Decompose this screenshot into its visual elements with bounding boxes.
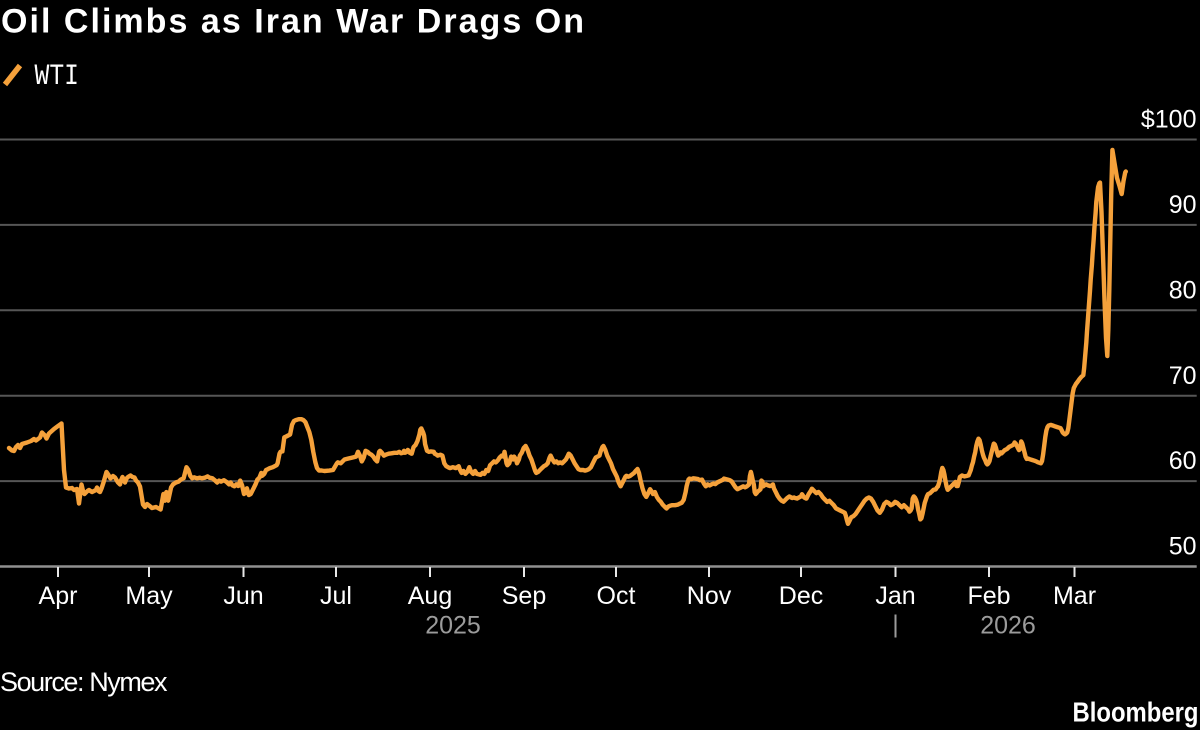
- svg-text:Oct: Oct: [597, 582, 636, 610]
- svg-text:Jan: Jan: [875, 582, 915, 610]
- svg-text:50: 50: [1169, 533, 1197, 561]
- svg-text:Feb: Feb: [967, 582, 1010, 610]
- svg-text:Oil Climbs as Iran War Drags O: Oil Climbs as Iran War Drags On: [1, 3, 584, 41]
- svg-text:Source: Nymex: Source: Nymex: [0, 667, 168, 697]
- svg-text:WTI: WTI: [35, 60, 80, 94]
- svg-text:May: May: [125, 582, 173, 610]
- svg-text:Jun: Jun: [223, 582, 263, 610]
- svg-text:2026: 2026: [980, 612, 1036, 640]
- svg-text:$100: $100: [1141, 106, 1197, 134]
- svg-text:Apr: Apr: [39, 582, 78, 610]
- svg-text:2025: 2025: [425, 612, 481, 640]
- svg-text:Aug: Aug: [408, 582, 452, 610]
- svg-text:90: 90: [1169, 191, 1197, 219]
- svg-text:|: |: [892, 611, 899, 639]
- svg-text:60: 60: [1169, 447, 1197, 475]
- svg-text:Bloomberg: Bloomberg: [1073, 697, 1199, 728]
- svg-text:Mar: Mar: [1053, 582, 1096, 610]
- svg-text:Jul: Jul: [320, 582, 352, 610]
- svg-text:Sep: Sep: [502, 582, 546, 610]
- svg-text:80: 80: [1169, 276, 1197, 304]
- svg-text:Dec: Dec: [779, 582, 823, 610]
- svg-text:70: 70: [1169, 362, 1197, 390]
- svg-text:Nov: Nov: [687, 582, 732, 610]
